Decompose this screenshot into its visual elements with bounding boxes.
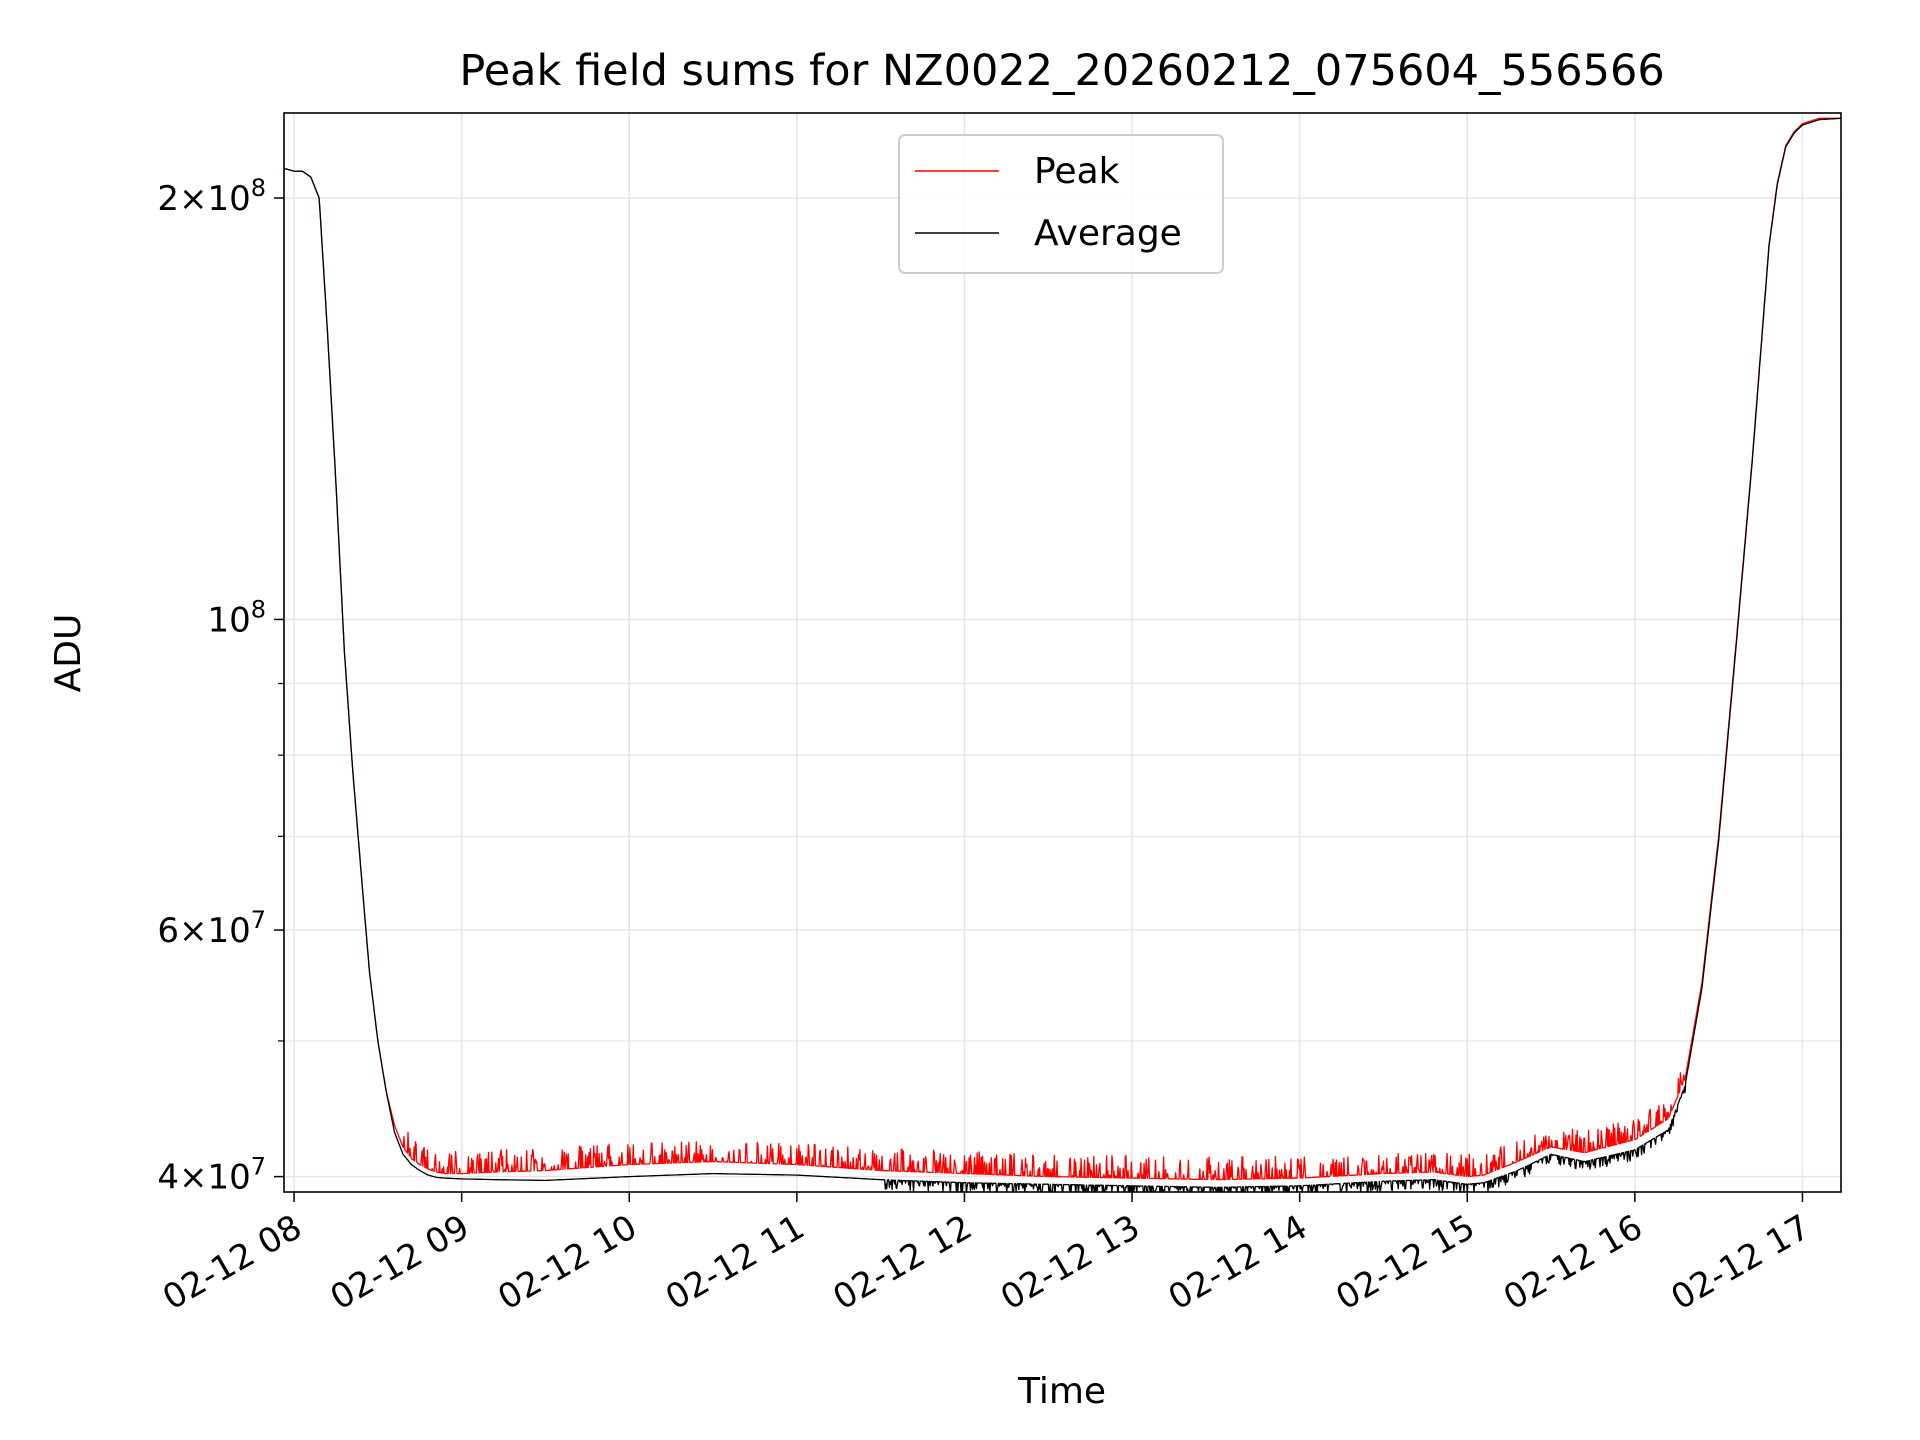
plot-area bbox=[284, 117, 1841, 1192]
axes-frame bbox=[283, 112, 1842, 1193]
legend-box bbox=[898, 134, 1224, 274]
y-axis-ticks: 4×107 6×107 108 2×108 bbox=[157, 174, 284, 1198]
series-line-peak bbox=[284, 117, 1841, 1181]
y-tick-label: 108 bbox=[207, 595, 266, 640]
y-axis-label: ADU bbox=[48, 614, 89, 693]
legend-label-peak: Peak bbox=[1034, 151, 1120, 192]
y-tick-label: 6×107 bbox=[157, 906, 266, 951]
legend-label-average: Average bbox=[1034, 213, 1182, 254]
y-tick-label: 2×108 bbox=[157, 174, 266, 219]
series-layer bbox=[284, 117, 1841, 1192]
series-line-average bbox=[284, 117, 1841, 1192]
legend: Peak Average bbox=[898, 134, 1224, 274]
chart-title: Peak field sums for NZ0022_20260212_0756… bbox=[459, 46, 1664, 96]
x-axis-label: Time bbox=[1017, 1371, 1106, 1412]
y-tick-label: 4×107 bbox=[157, 1153, 266, 1198]
